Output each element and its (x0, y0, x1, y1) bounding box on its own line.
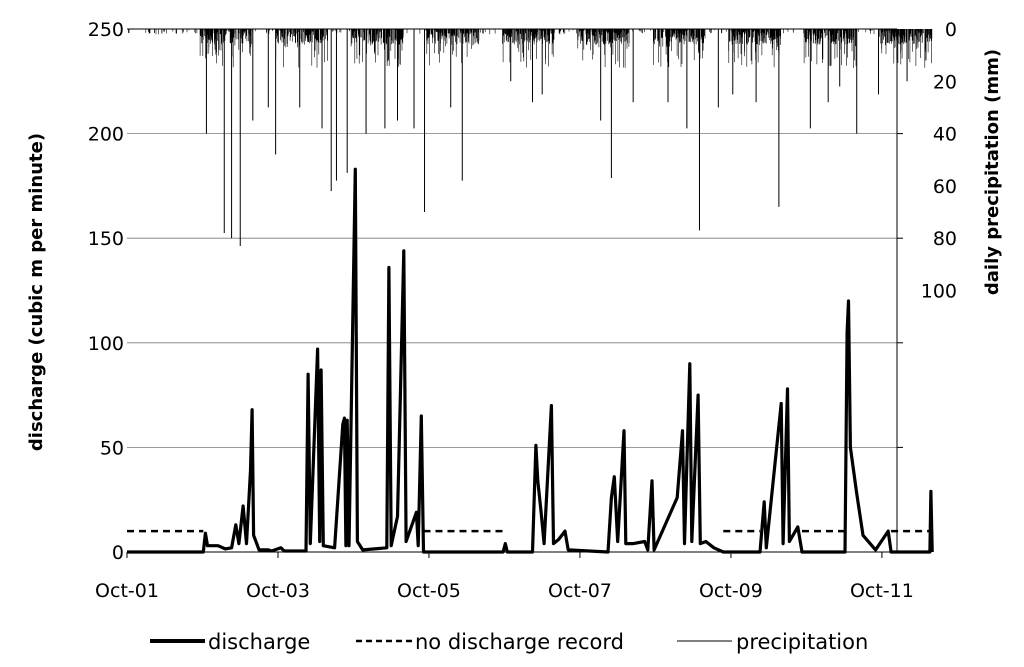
y2-tick-label: 40 (933, 124, 957, 146)
x-tick-label: Oct-11 (850, 580, 914, 602)
y-tick-label: 50 (100, 437, 124, 459)
x-tick-label: Oct-09 (699, 580, 763, 602)
y2-tick-label: 20 (933, 71, 957, 93)
y-tick-labels: 0 50 100 150 200 250 (88, 19, 124, 564)
discharge-line (127, 167, 934, 554)
y2-tick-label: 0 (945, 19, 957, 41)
x-tick-labels: Oct-01 Oct-03 Oct-05 Oct-07 Oct-09 Oct-11 (95, 580, 914, 602)
y-tick-label: 200 (88, 124, 124, 146)
legend: discharge no discharge record precipitat… (150, 630, 868, 654)
x-tick-label: Oct-07 (548, 580, 612, 602)
y-axis-title: discharge (cubic m per minute) (26, 133, 47, 451)
y2-tick-labels: 0 20 40 60 80 100 (921, 19, 957, 303)
y-tick-label: 0 (112, 542, 124, 564)
legend-label-precipitation: precipitation (736, 630, 868, 654)
legend-label-no-discharge-record: no discharge record (415, 630, 624, 654)
x-tick-label: Oct-03 (246, 580, 310, 602)
legend-label-discharge: discharge (208, 630, 310, 654)
y2-tick-label: 60 (933, 176, 957, 198)
x-tick-label: Oct-01 (95, 580, 159, 602)
axes (126, 28, 903, 558)
y-tick-label: 150 (88, 228, 124, 250)
y-tick-label: 100 (88, 333, 124, 355)
y2-tick-label: 80 (933, 228, 957, 250)
y2-axis-title: daily precipitation (mm) (982, 49, 1003, 295)
precipitation-bars (128, 29, 933, 247)
discharge-series (127, 167, 934, 554)
x-tick-label: Oct-05 (397, 580, 461, 602)
y2-tick-label: 100 (921, 281, 957, 303)
y-tick-label: 250 (88, 19, 124, 41)
